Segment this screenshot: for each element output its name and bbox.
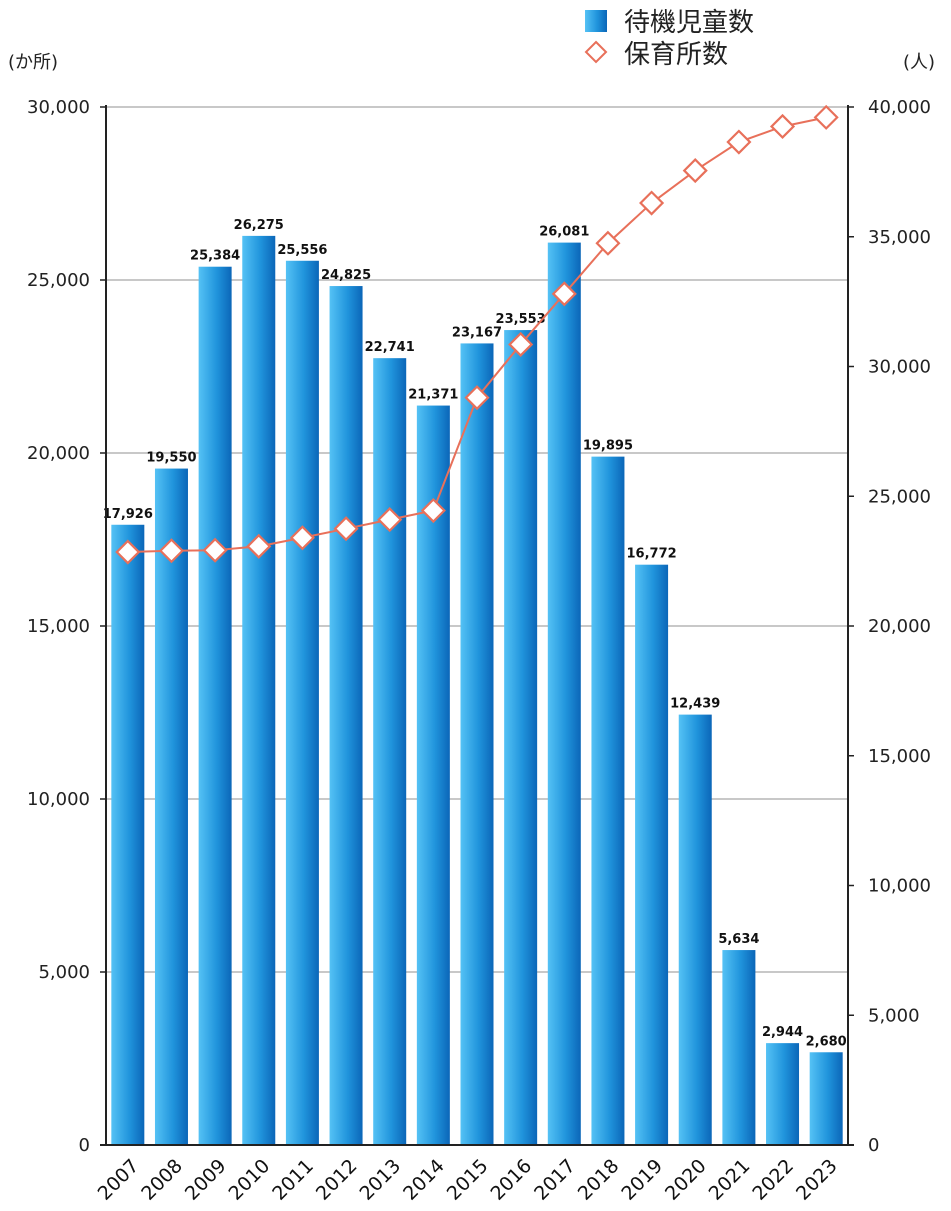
- legend-bar-swatch: [585, 10, 607, 32]
- left-tick-label: 30,000: [27, 97, 90, 118]
- x-tick-label: 2007: [94, 1155, 144, 1205]
- left-tick-label: 10,000: [27, 789, 90, 810]
- x-tick-label: 2019: [617, 1155, 667, 1205]
- x-tick-label: 2011: [268, 1155, 318, 1205]
- right-tick-label: 40,000: [868, 97, 931, 118]
- x-tick-label: 2015: [443, 1155, 493, 1205]
- left-tick-label: 25,000: [27, 270, 90, 291]
- data-label: 25,384: [190, 249, 240, 264]
- data-label: 26,081: [539, 225, 589, 240]
- data-label: 24,825: [321, 268, 371, 283]
- bar: [330, 286, 363, 1145]
- right-tick-label: 35,000: [868, 227, 931, 248]
- x-tick-label: 2018: [574, 1155, 624, 1205]
- bar: [504, 330, 537, 1145]
- bar: [373, 358, 406, 1145]
- data-label: 16,772: [627, 547, 677, 562]
- legend-line-label: 保育所数: [624, 40, 728, 70]
- data-label: 26,275: [234, 218, 284, 233]
- line-point: [772, 115, 794, 137]
- data-label: 5,634: [718, 932, 759, 947]
- bar: [111, 525, 144, 1145]
- data-label: 19,895: [583, 439, 633, 454]
- left-tick-label: 15,000: [27, 616, 90, 637]
- data-label: 2,680: [806, 1034, 847, 1049]
- right-tick-label: 25,000: [868, 486, 931, 507]
- x-tick-label: 2008: [137, 1155, 187, 1205]
- bar: [548, 243, 581, 1145]
- bar: [679, 715, 712, 1145]
- left-axis-unit: (か所): [8, 52, 58, 73]
- legend-bar-label: 待機児童数: [624, 8, 754, 38]
- data-label: 2,944: [762, 1025, 803, 1040]
- x-tick-label: 2014: [399, 1155, 449, 1205]
- data-label: 12,439: [670, 697, 720, 712]
- bar: [635, 565, 668, 1145]
- x-tick-label: 2021: [705, 1155, 755, 1205]
- right-tick-label: 10,000: [868, 876, 931, 897]
- bar: [810, 1052, 843, 1145]
- legend: 待機児童数 保育所数: [585, 8, 754, 70]
- bar: [722, 950, 755, 1145]
- left-tick-label: 0: [79, 1135, 90, 1156]
- bar: [591, 457, 624, 1145]
- right-tick-label: 15,000: [868, 746, 931, 767]
- right-tick-label: 30,000: [868, 357, 931, 378]
- right-tick-label: 20,000: [868, 616, 931, 637]
- right-tick-label: 0: [868, 1135, 879, 1156]
- x-tick-label: 2023: [792, 1155, 842, 1205]
- x-tick-label: 2013: [355, 1155, 405, 1205]
- data-label: 23,167: [452, 325, 502, 340]
- data-label: 17,926: [103, 507, 153, 522]
- x-tick-label: 2022: [748, 1155, 798, 1205]
- x-tick-label: 2016: [486, 1155, 536, 1205]
- x-tick-label: 2012: [312, 1155, 362, 1205]
- bar: [242, 236, 275, 1145]
- line-point: [728, 131, 750, 153]
- bar: [461, 343, 494, 1145]
- right-tick-label: 5,000: [868, 1005, 920, 1026]
- x-tick-label: 2010: [225, 1155, 275, 1205]
- legend-line-swatch: [586, 42, 606, 62]
- bar: [155, 469, 188, 1145]
- x-tick-label: 2020: [661, 1155, 711, 1205]
- right-axis-unit: (人): [903, 52, 935, 73]
- left-tick-label: 5,000: [38, 962, 90, 983]
- line-point: [815, 106, 837, 128]
- x-tick-label: 2017: [530, 1155, 580, 1205]
- data-label: 21,371: [408, 388, 458, 403]
- data-label: 25,556: [277, 243, 327, 258]
- data-label: 22,741: [365, 340, 415, 355]
- bar: [199, 267, 232, 1145]
- bar: [766, 1043, 799, 1145]
- line-point: [684, 160, 706, 182]
- bar: [286, 261, 319, 1145]
- x-tick-label: 2009: [181, 1155, 231, 1205]
- bars: [111, 236, 842, 1145]
- data-label: 19,550: [146, 451, 196, 466]
- left-tick-label: 20,000: [27, 443, 90, 464]
